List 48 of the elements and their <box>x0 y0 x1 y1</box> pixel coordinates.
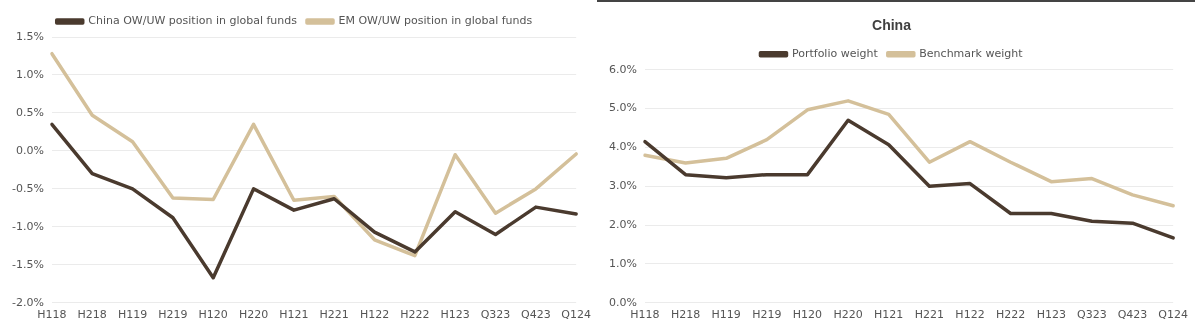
y-tick-label: 1.0% <box>608 256 637 270</box>
x-tick-label: H121 <box>279 308 309 322</box>
x-tick-label: Q323 <box>480 308 511 322</box>
y-tick-label: 2.0% <box>608 217 637 231</box>
y-tick-label: -1.0% <box>11 219 44 233</box>
x-tick-label: H219 <box>752 308 782 322</box>
x-tick-label: H123 <box>440 308 470 322</box>
y-tick-label: 3.0% <box>608 179 637 193</box>
x-tick-label: H122 <box>359 308 390 322</box>
x-tick-label: H219 <box>158 308 188 322</box>
y-tick-label: 4.0% <box>608 140 637 154</box>
x-tick-label: H119 <box>117 308 148 322</box>
y-tick-label: -2.0% <box>11 295 44 309</box>
x-tick-label: H221 <box>914 308 945 322</box>
x-tick-label: H118 <box>630 308 660 322</box>
x-tick-label: H121 <box>874 308 904 322</box>
legend-label: Benchmark weight <box>919 47 1024 61</box>
y-tick-label: 0.5% <box>15 105 44 119</box>
x-tick-label: H119 <box>711 308 741 322</box>
x-tick-label: H220 <box>238 308 269 322</box>
x-tick-label: H122 <box>955 308 985 322</box>
x-tick-label: H120 <box>198 308 228 322</box>
legend-label: EM OW/UW position in global funds <box>338 14 533 28</box>
legend-label: China OW/UW position in global funds <box>88 14 298 28</box>
y-tick-label: 0.0% <box>608 295 637 309</box>
y-tick-label: 1.5% <box>15 29 44 43</box>
y-tick-label: 1.0% <box>15 67 44 81</box>
x-tick-label: Q124 <box>561 308 591 322</box>
x-tick-label: H123 <box>1036 308 1066 322</box>
legend-label: Portfolio weight <box>791 47 879 61</box>
y-tick-label: 0.0% <box>15 143 44 157</box>
x-tick-label: Q423 <box>521 308 551 322</box>
x-tick-label: H220 <box>833 308 863 322</box>
y-tick-label: 6.0% <box>608 62 637 76</box>
chart-title: China <box>872 17 912 34</box>
x-tick-label: H120 <box>792 308 823 322</box>
x-tick-label: Q323 <box>1077 308 1107 322</box>
y-tick-label: 5.0% <box>608 101 637 115</box>
y-tick-label: -0.5% <box>11 181 44 195</box>
y-tick-label: -1.5% <box>11 257 44 271</box>
x-tick-label: Q423 <box>1117 308 1148 322</box>
x-tick-label: Q124 <box>1158 308 1188 322</box>
x-tick-label: H222 <box>400 308 430 322</box>
x-tick-label: H218 <box>77 308 107 322</box>
x-tick-label: H221 <box>319 308 349 322</box>
x-tick-label: H222 <box>996 308 1026 322</box>
x-tick-label: H118 <box>37 308 67 322</box>
x-tick-label: H218 <box>670 308 701 322</box>
